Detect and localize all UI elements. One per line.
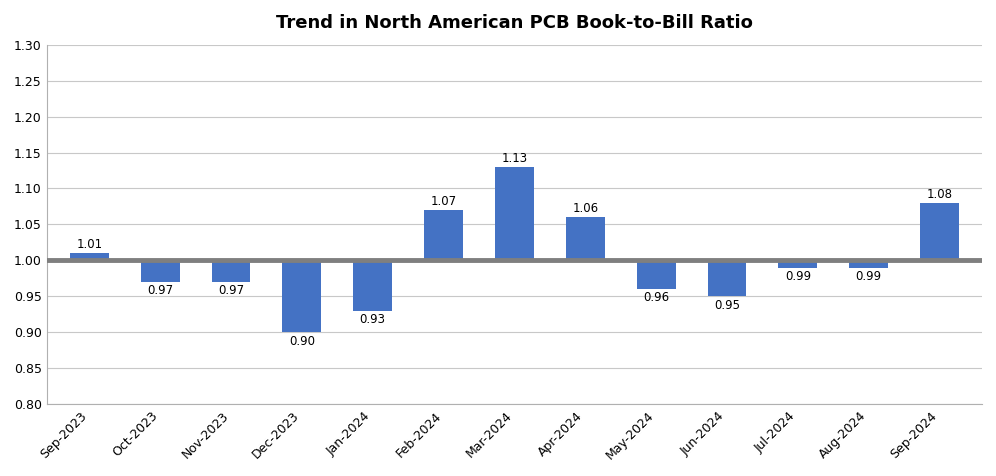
Text: 1.13: 1.13 [501, 152, 528, 165]
Text: 0.95: 0.95 [714, 298, 740, 312]
Text: 1.07: 1.07 [430, 195, 456, 208]
Text: 1.06: 1.06 [573, 202, 599, 215]
Bar [70, 253, 109, 260]
Text: 0.97: 0.97 [147, 284, 173, 297]
Bar [707, 260, 746, 297]
Text: 0.97: 0.97 [218, 284, 244, 297]
Bar [424, 210, 463, 260]
Text: 0.93: 0.93 [360, 313, 385, 326]
Bar [920, 203, 959, 260]
Text: 0.99: 0.99 [856, 270, 881, 283]
Bar [140, 260, 179, 282]
Bar [495, 167, 534, 260]
Bar [354, 260, 392, 311]
Text: 0.99: 0.99 [785, 270, 811, 283]
Bar [282, 260, 322, 332]
Bar [566, 217, 605, 260]
Text: 0.96: 0.96 [643, 291, 669, 305]
Text: 1.08: 1.08 [926, 188, 952, 201]
Title: Trend in North American PCB Book-to-Bill Ratio: Trend in North American PCB Book-to-Bill… [276, 14, 753, 32]
Bar [779, 260, 818, 268]
Bar [850, 260, 888, 268]
Bar [636, 260, 675, 289]
Text: 1.01: 1.01 [77, 238, 103, 251]
Bar [211, 260, 250, 282]
Text: 0.90: 0.90 [289, 335, 315, 347]
